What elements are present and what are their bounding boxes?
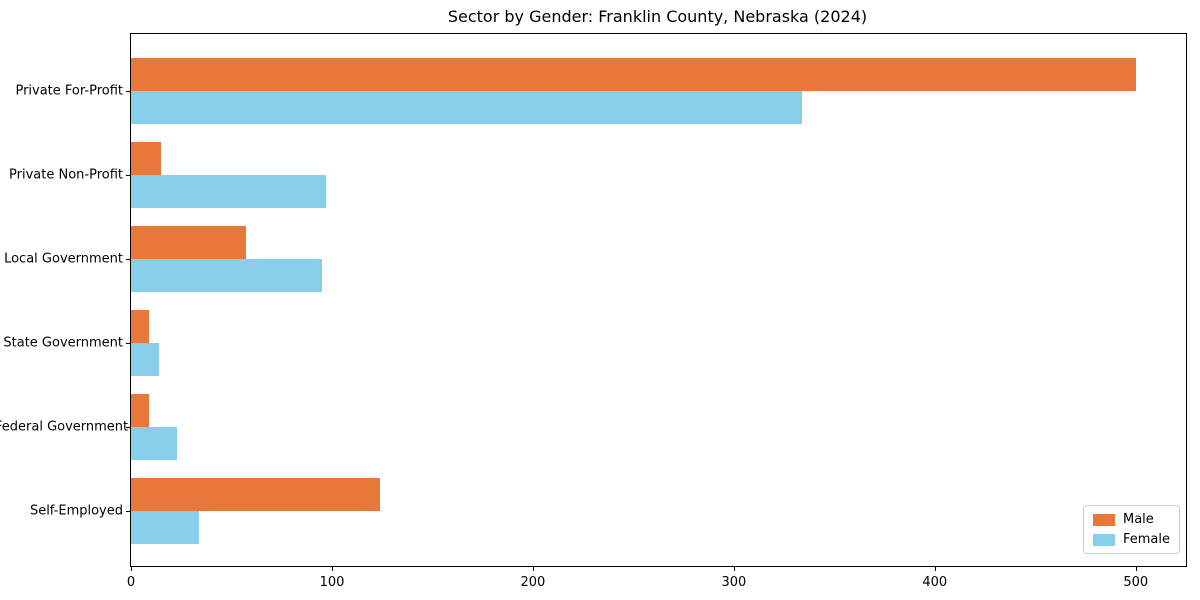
legend-label-female: Female (1122, 532, 1170, 547)
x-tick (532, 566, 534, 571)
y-tick-label-local-government: Local Government (4, 251, 123, 267)
x-tick-label-0: 0 (126, 575, 136, 590)
y-tick (126, 259, 131, 260)
legend-swatch-male (1092, 513, 1115, 526)
y-tick-label-self-employed: Self-Employed (29, 503, 123, 519)
bar-female-private-non-profit (131, 175, 326, 208)
y-tick (126, 427, 131, 428)
x-tick (934, 566, 936, 571)
y-tick-label-private-non-profit: Private Non-Profit (9, 167, 123, 183)
x-tick (1135, 566, 1137, 571)
x-tick (131, 566, 132, 571)
bar-male-private-non-profit (131, 142, 162, 175)
y-tick (126, 511, 131, 512)
bar-male-private-for-profit (131, 58, 1136, 91)
bar-male-state-government (131, 310, 150, 343)
y-tick (126, 91, 131, 92)
y-tick (126, 343, 131, 344)
y-tick (126, 175, 131, 176)
legend-swatch-female (1092, 533, 1115, 546)
legend: Male Female (1082, 505, 1180, 554)
x-tick-label-300: 300 (721, 575, 747, 590)
x-tick-label-400: 400 (922, 575, 948, 590)
plot-area: Private For-Profit Private Non-Profit Loca… (0, 33, 1187, 590)
x-tick (332, 566, 333, 571)
x-tick-label-500: 500 (1123, 575, 1149, 590)
bar-female-private-for-profit (131, 91, 803, 124)
legend-item-female: Female (1092, 532, 1170, 547)
y-tick-label-private-for-profit: Private For-Profit (15, 83, 123, 99)
y-tick-label-federal-government: Federal Government (0, 419, 129, 435)
y-tick-label-state-government: State Government (3, 335, 123, 351)
bar-female-federal-government (131, 427, 178, 460)
x-tick-label-100: 100 (319, 575, 345, 590)
legend-item-male: Male (1092, 512, 1170, 527)
bar-female-self-employed (131, 511, 200, 544)
legend-label-male: Male (1122, 512, 1154, 527)
bar-female-state-government (131, 343, 160, 376)
x-tick (733, 566, 735, 571)
bar-female-local-government (131, 259, 322, 292)
bar-male-federal-government (131, 394, 150, 427)
bar-male-local-government (131, 226, 246, 259)
x-tick-label-200: 200 (520, 575, 546, 590)
chart-title: Sector by Gender: Franklin County, Nebra… (447, 7, 868, 26)
bar-male-self-employed (131, 478, 381, 511)
